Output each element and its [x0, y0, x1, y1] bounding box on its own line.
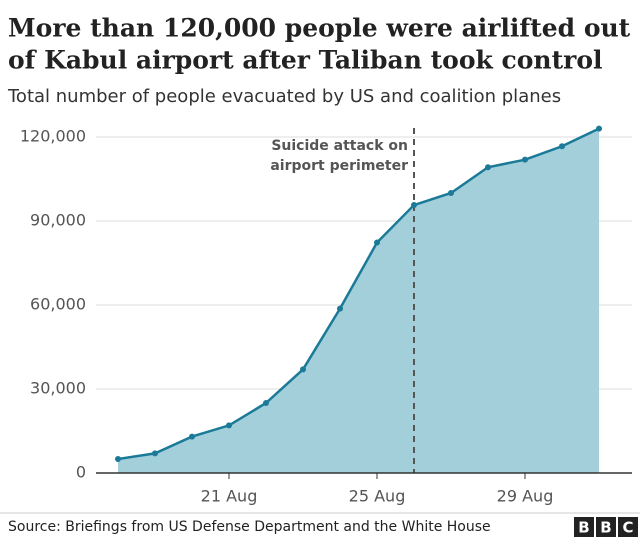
line	[117, 127, 600, 461]
logo-box	[596, 517, 616, 537]
annotation-text: Suicide attack on	[271, 138, 408, 154]
chart-subtitle: Total number of people evacuated by US a…	[7, 86, 561, 107]
point	[115, 456, 121, 462]
point	[485, 164, 491, 171]
point	[300, 366, 306, 373]
annotation-text: airport perimeter	[270, 158, 408, 174]
point	[189, 433, 195, 440]
area	[118, 128, 599, 473]
y-tick-label: 60,000	[30, 295, 86, 314]
point	[374, 239, 380, 246]
point	[337, 305, 343, 312]
point	[411, 202, 417, 209]
point	[559, 143, 565, 150]
source: Source: Briefings from US Defense Depart…	[8, 519, 491, 535]
x-tick-label: 29 Aug	[497, 487, 554, 506]
x-tick-label: 21 Aug	[201, 487, 258, 506]
point	[522, 156, 528, 163]
y-tick-label: 0	[76, 463, 86, 482]
logo-letter: C	[622, 519, 633, 537]
chart-title: More than 120,000 people were airlifted …	[8, 14, 631, 43]
logo-letter: B	[600, 519, 611, 537]
point	[448, 190, 454, 196]
point	[226, 422, 232, 429]
x-tick-label: 25 Aug	[349, 487, 406, 506]
point	[263, 400, 269, 406]
point	[152, 450, 158, 457]
chart-title: of Kabul airport after Taliban took cont…	[8, 46, 603, 75]
logo-box	[618, 517, 638, 537]
point	[596, 125, 602, 132]
y-tick-label: 90,000	[30, 211, 86, 230]
y-tick-label: 120,000	[20, 127, 86, 146]
logo-box	[574, 517, 594, 537]
y-tick-label: 30,000	[30, 379, 86, 398]
logo-letter: B	[578, 519, 589, 537]
